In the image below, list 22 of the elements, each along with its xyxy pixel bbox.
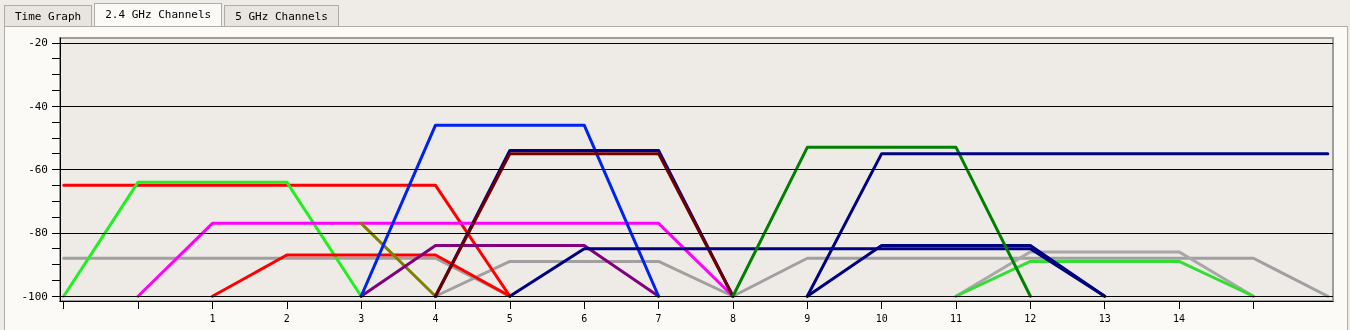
x-tick-label: 10: [875, 312, 888, 324]
y-tick-label: -60: [28, 163, 48, 176]
x-tick-label: 1: [209, 312, 216, 324]
text: Time Graph: [4, 5, 93, 27]
text: 2.4 GHz Channels: [94, 3, 223, 27]
y-tick-label: -80: [28, 226, 48, 240]
x-tick-label: 12: [1024, 312, 1037, 324]
x-tick-label: 13: [1098, 312, 1111, 324]
x-tick-label: 14: [1173, 312, 1186, 324]
x-tick-label: 8: [729, 312, 736, 324]
text: 5 GHz Channels: [224, 5, 339, 27]
x-tick-label: 11: [949, 312, 963, 324]
y-tick-label: -20: [28, 36, 48, 50]
x-tick-label: 4: [432, 312, 439, 324]
x-tick-label: 3: [358, 312, 365, 324]
x-tick-label: 9: [804, 312, 811, 324]
y-tick-label: -40: [28, 99, 48, 113]
x-tick-label: 5: [506, 312, 513, 324]
x-tick-label: 6: [581, 312, 588, 324]
x-tick-label: 2: [283, 312, 290, 324]
x-tick-label: 7: [655, 312, 662, 324]
y-tick-label: -100: [21, 289, 48, 303]
